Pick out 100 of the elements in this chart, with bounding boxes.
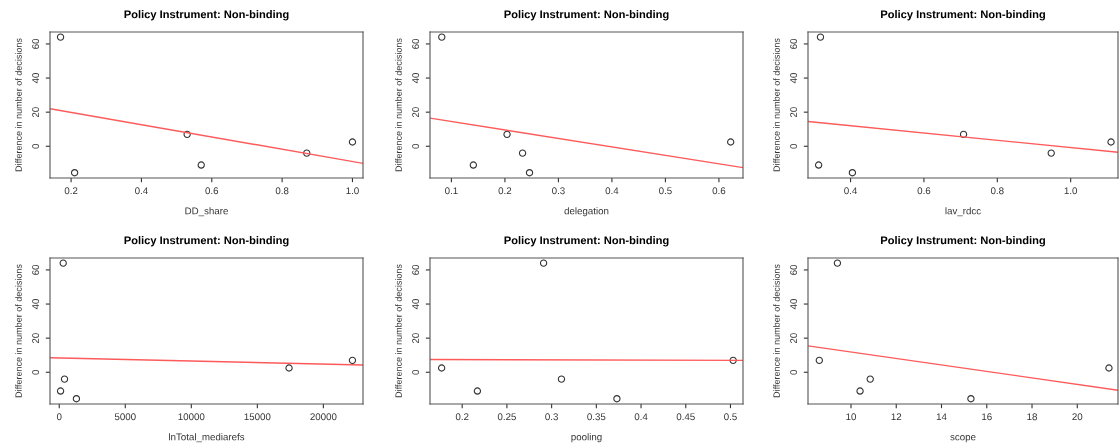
x-tick-label: 1.0 [346,187,359,195]
x-tick-label: 0.8 [990,187,1004,195]
x-tick-label: 18 [1027,413,1037,421]
y-tick-label: 0 [790,143,798,149]
x-axis-title: delegation [564,207,609,217]
point [473,387,482,395]
x-tick-label: 1.0 [1064,187,1078,195]
x-tick-label: 0.2 [498,187,512,195]
y-tick-label: 60 [790,264,798,275]
x-tick-label: 0.6 [205,187,219,195]
y-tick-label: 40 [412,299,420,310]
x-tick-label: 0.3 [545,413,558,421]
y-axis-title: Difference in number of decisions [395,264,402,398]
x-tick-label: 20 [1072,413,1083,421]
x-tick-label: 0.4 [634,413,648,421]
y-tick-label: 40 [32,73,40,84]
y-axis-title: Difference in number of decisions [15,38,22,172]
point [285,364,293,372]
x-axis-title: lnTotal_mediarefs [169,433,245,443]
y-tick-label: 20 [412,107,420,118]
point [613,395,621,403]
x-tick-label: 0.35 [587,413,606,421]
point [525,169,534,177]
point [437,364,446,372]
point [56,387,65,395]
y-tick-label: 0 [32,143,40,149]
point [967,395,975,403]
x-axis-title: scope [950,435,976,443]
point [303,149,311,157]
x-tick-label: 0 [56,413,62,421]
x-tick-label: 0.4 [844,187,858,195]
x-tick-label: 16 [982,413,992,421]
x-tick-label: 0.8 [275,187,289,195]
y-tick-label: 40 [790,299,798,310]
point [70,169,79,177]
point [848,169,857,177]
point [557,375,566,383]
x-tick-label: 15000 [244,413,271,421]
x-tick-label: 5000 [114,413,136,421]
chart-title: Policy Instrument: Non-binding [504,236,669,247]
point [856,387,864,395]
x-axis-title: DD_share [185,207,228,217]
y-axis-title: Difference in number of decisions [773,38,780,172]
point [539,259,548,267]
point [72,395,81,403]
point [183,130,191,139]
x-tick-label: 10 [846,413,857,421]
point [1107,138,1115,146]
y-tick-label: 40 [412,73,420,84]
x-tick-label: 20000 [310,413,337,421]
x-tick-label: 0.6 [712,187,726,195]
x-tick-label: 0.3 [552,187,565,195]
point [469,161,478,169]
x-tick-label: 0.2 [455,413,469,421]
chart-title: Policy Instrument: Non-binding [504,10,669,21]
point [197,161,205,169]
x-tick-label: 0.5 [724,413,737,421]
x-tick-label: 12 [891,413,902,421]
point [815,356,823,365]
x-tick-label: 0.5 [659,187,672,195]
y-tick-label: 60 [412,264,420,275]
point [729,356,737,365]
point [503,130,511,139]
point [833,259,842,267]
x-tick-label: 0.25 [497,413,516,421]
y-axis-title: Difference in number of decisions [395,38,402,172]
point [518,149,527,157]
y-tick-label: 0 [412,369,420,375]
y-tick-label: 60 [32,38,40,49]
point [348,356,357,365]
point [814,161,823,169]
x-tick-label: 10000 [178,413,205,421]
x-tick-label: 0.1 [445,187,458,195]
y-tick-label: 0 [412,143,420,149]
y-tick-label: 40 [32,299,40,310]
point [348,138,357,146]
y-tick-label: 60 [790,38,798,49]
point [866,375,874,383]
y-axis-title: Difference in number of decisions [15,264,22,398]
point [438,33,446,41]
chart-title: Policy Instrument: Non-binding [124,10,289,21]
y-tick-label: 20 [412,333,420,344]
y-tick-label: 20 [790,333,798,344]
y-tick-label: 40 [790,73,798,84]
y-tick-label: 0 [790,369,798,375]
point [727,138,735,146]
x-axis-title: lav_rdcc [945,207,981,217]
y-axis-title: Difference in number of decisions [773,264,780,398]
x-tick-label: 14 [936,413,947,421]
y-tick-label: 20 [32,333,40,344]
point [59,259,67,267]
chart-title: Policy Instrument: Non-binding [881,10,1045,21]
point [816,33,825,41]
point [1105,364,1113,372]
point [56,33,65,41]
y-tick-label: 20 [32,107,40,118]
chart-title: Policy Instrument: Non-binding [124,236,289,247]
x-tick-label: 0.2 [64,187,78,195]
point [60,375,69,383]
x-tick-label: 0.4 [605,187,619,195]
